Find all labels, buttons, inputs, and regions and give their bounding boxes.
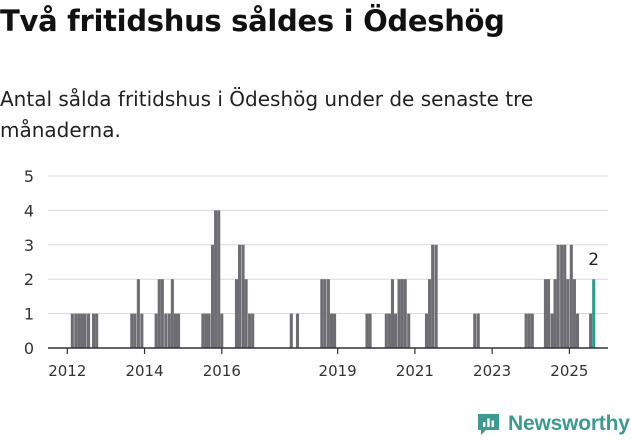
bar <box>563 244 567 348</box>
bar <box>95 313 99 348</box>
bar <box>320 279 324 348</box>
bar <box>368 313 372 348</box>
bar <box>170 279 174 348</box>
bar <box>204 313 208 348</box>
bar <box>251 313 255 348</box>
bar <box>575 313 580 348</box>
bar <box>234 279 239 348</box>
bar <box>238 244 242 348</box>
bar <box>77 313 81 348</box>
bar <box>157 279 161 348</box>
bar <box>572 279 576 348</box>
bar <box>431 244 435 348</box>
bar <box>80 313 84 348</box>
bar <box>546 279 551 348</box>
bar <box>553 279 557 348</box>
bar <box>140 313 144 348</box>
bar <box>527 313 531 348</box>
chart-subtitle: Antal sålda fritidshus i Ödeshög under d… <box>0 87 534 142</box>
x-tick-label: 2019 <box>319 362 357 380</box>
bar <box>167 313 171 348</box>
bar <box>323 279 327 348</box>
x-tick-label: 2021 <box>396 362 434 380</box>
bar <box>569 244 573 348</box>
bar <box>566 279 570 348</box>
bar <box>560 244 564 348</box>
bar <box>248 313 252 348</box>
bar <box>136 279 140 348</box>
bar <box>428 279 432 348</box>
bar <box>133 313 137 348</box>
bar <box>160 279 164 348</box>
bar <box>210 244 215 348</box>
bar <box>289 313 293 348</box>
bar <box>434 244 438 348</box>
chart-title: Två fritidshus såldes i Ödeshög <box>0 4 505 38</box>
x-tick-label: 2014 <box>125 362 163 380</box>
x-tick-label: 2016 <box>203 362 241 380</box>
y-tick-label: 5 <box>24 167 34 186</box>
bar <box>589 313 593 348</box>
bar <box>92 313 96 348</box>
bar <box>556 244 560 348</box>
bar <box>70 313 74 348</box>
bar <box>201 313 205 348</box>
bar <box>154 313 158 348</box>
bar <box>333 313 337 348</box>
data-label: 2 <box>588 250 599 270</box>
bar <box>207 313 211 348</box>
bar <box>550 313 554 348</box>
bar <box>164 313 168 348</box>
y-tick-label: 0 <box>24 339 34 358</box>
bar <box>524 313 528 348</box>
bar-chart: 0 1 2 3 4 5 2 2012 2014 2016 2019 2021 2023 2025 <box>24 167 608 380</box>
bar <box>403 279 407 348</box>
bar <box>83 313 87 348</box>
y-tick-label: 1 <box>24 305 34 324</box>
brand-name: Newsworthy <box>508 412 630 435</box>
bar <box>214 210 218 348</box>
bar <box>397 279 401 348</box>
bar <box>74 313 78 348</box>
brand-logo[interactable]: Newsworthy <box>476 408 630 440</box>
bar <box>394 313 398 348</box>
bar <box>387 313 391 348</box>
bar <box>400 279 404 348</box>
x-tick-label: 2025 <box>550 362 588 380</box>
x-tick-label: 2023 <box>473 362 511 380</box>
bar <box>329 313 334 348</box>
y-tick-label: 2 <box>24 270 34 289</box>
bar <box>217 210 221 348</box>
newsworthy-logo-icon <box>478 413 499 435</box>
bar <box>476 313 480 348</box>
bar <box>530 313 534 348</box>
bar <box>173 313 177 348</box>
bar <box>87 313 91 348</box>
bar <box>244 279 248 348</box>
x-tick-label: 2012 <box>48 362 86 380</box>
bar <box>384 313 388 348</box>
bar-highlight <box>592 279 596 348</box>
bar <box>326 279 330 348</box>
bar <box>365 313 369 348</box>
y-tick-label: 3 <box>24 236 34 255</box>
bar <box>130 313 134 348</box>
bar <box>241 244 245 348</box>
bar <box>390 279 395 348</box>
bar <box>407 313 411 348</box>
bar <box>295 313 300 348</box>
bar <box>424 313 429 348</box>
bar <box>543 279 547 348</box>
bar <box>176 313 181 348</box>
bar <box>473 313 477 348</box>
bar <box>220 313 224 348</box>
y-tick-label: 4 <box>24 201 34 220</box>
